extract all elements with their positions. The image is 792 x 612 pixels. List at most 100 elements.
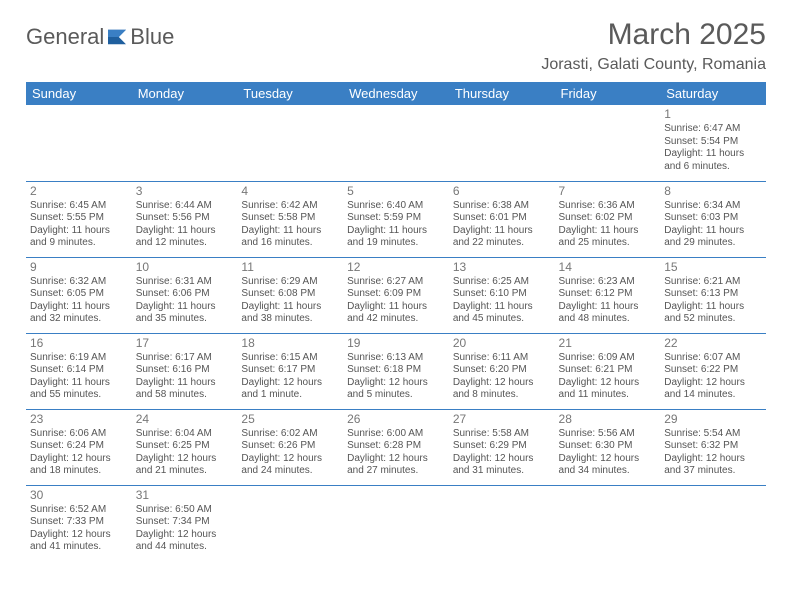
- sunrise-text: Sunrise: 5:58 AM: [453, 428, 551, 441]
- weekday-header: Saturday: [660, 82, 766, 105]
- calendar-cell: 27Sunrise: 5:58 AMSunset: 6:29 PMDayligh…: [449, 409, 555, 485]
- calendar-cell: 10Sunrise: 6:31 AMSunset: 6:06 PMDayligh…: [132, 257, 238, 333]
- day-number: 21: [559, 336, 657, 351]
- page-title: March 2025: [541, 18, 766, 52]
- calendar-cell: [555, 485, 661, 561]
- daylight-text: Daylight: 11 hours and 42 minutes.: [347, 301, 445, 326]
- daylight-text: Daylight: 11 hours and 16 minutes.: [241, 225, 339, 250]
- daylight-text: Daylight: 12 hours and 24 minutes.: [241, 453, 339, 478]
- calendar-cell: [26, 105, 132, 181]
- sunset-text: Sunset: 6:24 PM: [30, 440, 128, 453]
- sunset-text: Sunset: 6:05 PM: [30, 288, 128, 301]
- calendar-body: 1Sunrise: 6:47 AMSunset: 5:54 PMDaylight…: [26, 105, 766, 561]
- location-text: Jorasti, Galati County, Romania: [541, 56, 766, 74]
- sunset-text: Sunset: 5:56 PM: [136, 212, 234, 225]
- sunset-text: Sunset: 6:26 PM: [241, 440, 339, 453]
- sunset-text: Sunset: 6:28 PM: [347, 440, 445, 453]
- daylight-text: Daylight: 11 hours and 55 minutes.: [30, 377, 128, 402]
- day-number: 12: [347, 260, 445, 275]
- day-number: 11: [241, 260, 339, 275]
- calendar-cell: 17Sunrise: 6:17 AMSunset: 6:16 PMDayligh…: [132, 333, 238, 409]
- sunset-text: Sunset: 6:03 PM: [664, 212, 762, 225]
- calendar-cell: [660, 485, 766, 561]
- daylight-text: Daylight: 11 hours and 32 minutes.: [30, 301, 128, 326]
- calendar-cell: [343, 105, 449, 181]
- daylight-text: Daylight: 12 hours and 44 minutes.: [136, 529, 234, 554]
- sunrise-text: Sunrise: 6:29 AM: [241, 276, 339, 289]
- calendar-cell: 4Sunrise: 6:42 AMSunset: 5:58 PMDaylight…: [237, 181, 343, 257]
- calendar-table: SundayMondayTuesdayWednesdayThursdayFrid…: [26, 82, 766, 561]
- daylight-text: Daylight: 12 hours and 5 minutes.: [347, 377, 445, 402]
- daylight-text: Daylight: 12 hours and 21 minutes.: [136, 453, 234, 478]
- sunset-text: Sunset: 6:30 PM: [559, 440, 657, 453]
- daylight-text: Daylight: 12 hours and 31 minutes.: [453, 453, 551, 478]
- daylight-text: Daylight: 11 hours and 22 minutes.: [453, 225, 551, 250]
- calendar-cell: 7Sunrise: 6:36 AMSunset: 6:02 PMDaylight…: [555, 181, 661, 257]
- day-number: 3: [136, 184, 234, 199]
- weekday-header: Tuesday: [237, 82, 343, 105]
- calendar-cell: [237, 105, 343, 181]
- sunset-text: Sunset: 6:13 PM: [664, 288, 762, 301]
- calendar-cell: 13Sunrise: 6:25 AMSunset: 6:10 PMDayligh…: [449, 257, 555, 333]
- daylight-text: Daylight: 11 hours and 48 minutes.: [559, 301, 657, 326]
- daylight-text: Daylight: 12 hours and 41 minutes.: [30, 529, 128, 554]
- sunset-text: Sunset: 6:20 PM: [453, 364, 551, 377]
- weekday-header: Sunday: [26, 82, 132, 105]
- day-number: 2: [30, 184, 128, 199]
- sunrise-text: Sunrise: 6:52 AM: [30, 504, 128, 517]
- weekday-header: Friday: [555, 82, 661, 105]
- sunset-text: Sunset: 6:12 PM: [559, 288, 657, 301]
- calendar-cell: [555, 105, 661, 181]
- day-number: 14: [559, 260, 657, 275]
- calendar-cell: 21Sunrise: 6:09 AMSunset: 6:21 PMDayligh…: [555, 333, 661, 409]
- sunrise-text: Sunrise: 6:06 AM: [30, 428, 128, 441]
- logo-text-general: General: [26, 24, 104, 50]
- sunrise-text: Sunrise: 6:09 AM: [559, 352, 657, 365]
- sunrise-text: Sunrise: 6:45 AM: [30, 200, 128, 213]
- calendar-cell: [449, 105, 555, 181]
- calendar-cell: [132, 105, 238, 181]
- sunset-text: Sunset: 6:06 PM: [136, 288, 234, 301]
- calendar-row: 16Sunrise: 6:19 AMSunset: 6:14 PMDayligh…: [26, 333, 766, 409]
- day-number: 27: [453, 412, 551, 427]
- logo-flag-icon: [106, 28, 128, 46]
- daylight-text: Daylight: 11 hours and 19 minutes.: [347, 225, 445, 250]
- sunset-text: Sunset: 5:59 PM: [347, 212, 445, 225]
- sunrise-text: Sunrise: 5:54 AM: [664, 428, 762, 441]
- daylight-text: Daylight: 12 hours and 37 minutes.: [664, 453, 762, 478]
- sunset-text: Sunset: 6:29 PM: [453, 440, 551, 453]
- calendar-cell: 31Sunrise: 6:50 AMSunset: 7:34 PMDayligh…: [132, 485, 238, 561]
- sunrise-text: Sunrise: 6:50 AM: [136, 504, 234, 517]
- sunrise-text: Sunrise: 6:04 AM: [136, 428, 234, 441]
- calendar-cell: [237, 485, 343, 561]
- calendar-head: SundayMondayTuesdayWednesdayThursdayFrid…: [26, 82, 766, 105]
- calendar-cell: 1Sunrise: 6:47 AMSunset: 5:54 PMDaylight…: [660, 105, 766, 181]
- sunset-text: Sunset: 6:16 PM: [136, 364, 234, 377]
- sunrise-text: Sunrise: 6:15 AM: [241, 352, 339, 365]
- sunset-text: Sunset: 6:17 PM: [241, 364, 339, 377]
- sunset-text: Sunset: 6:01 PM: [453, 212, 551, 225]
- calendar-cell: 6Sunrise: 6:38 AMSunset: 6:01 PMDaylight…: [449, 181, 555, 257]
- daylight-text: Daylight: 11 hours and 25 minutes.: [559, 225, 657, 250]
- day-number: 16: [30, 336, 128, 351]
- daylight-text: Daylight: 11 hours and 38 minutes.: [241, 301, 339, 326]
- calendar-cell: 26Sunrise: 6:00 AMSunset: 6:28 PMDayligh…: [343, 409, 449, 485]
- daylight-text: Daylight: 11 hours and 35 minutes.: [136, 301, 234, 326]
- day-number: 5: [347, 184, 445, 199]
- header: General Blue March 2025 Jorasti, Galati …: [26, 18, 766, 74]
- sunset-text: Sunset: 6:25 PM: [136, 440, 234, 453]
- sunrise-text: Sunrise: 6:27 AM: [347, 276, 445, 289]
- daylight-text: Daylight: 12 hours and 14 minutes.: [664, 377, 762, 402]
- calendar-row: 1Sunrise: 6:47 AMSunset: 5:54 PMDaylight…: [26, 105, 766, 181]
- daylight-text: Daylight: 12 hours and 1 minute.: [241, 377, 339, 402]
- calendar-cell: 22Sunrise: 6:07 AMSunset: 6:22 PMDayligh…: [660, 333, 766, 409]
- calendar-cell: [343, 485, 449, 561]
- sunrise-text: Sunrise: 6:44 AM: [136, 200, 234, 213]
- calendar-cell: 11Sunrise: 6:29 AMSunset: 6:08 PMDayligh…: [237, 257, 343, 333]
- daylight-text: Daylight: 11 hours and 9 minutes.: [30, 225, 128, 250]
- sunrise-text: Sunrise: 6:31 AM: [136, 276, 234, 289]
- sunrise-text: Sunrise: 6:40 AM: [347, 200, 445, 213]
- calendar-cell: 12Sunrise: 6:27 AMSunset: 6:09 PMDayligh…: [343, 257, 449, 333]
- day-number: 29: [664, 412, 762, 427]
- day-number: 31: [136, 488, 234, 503]
